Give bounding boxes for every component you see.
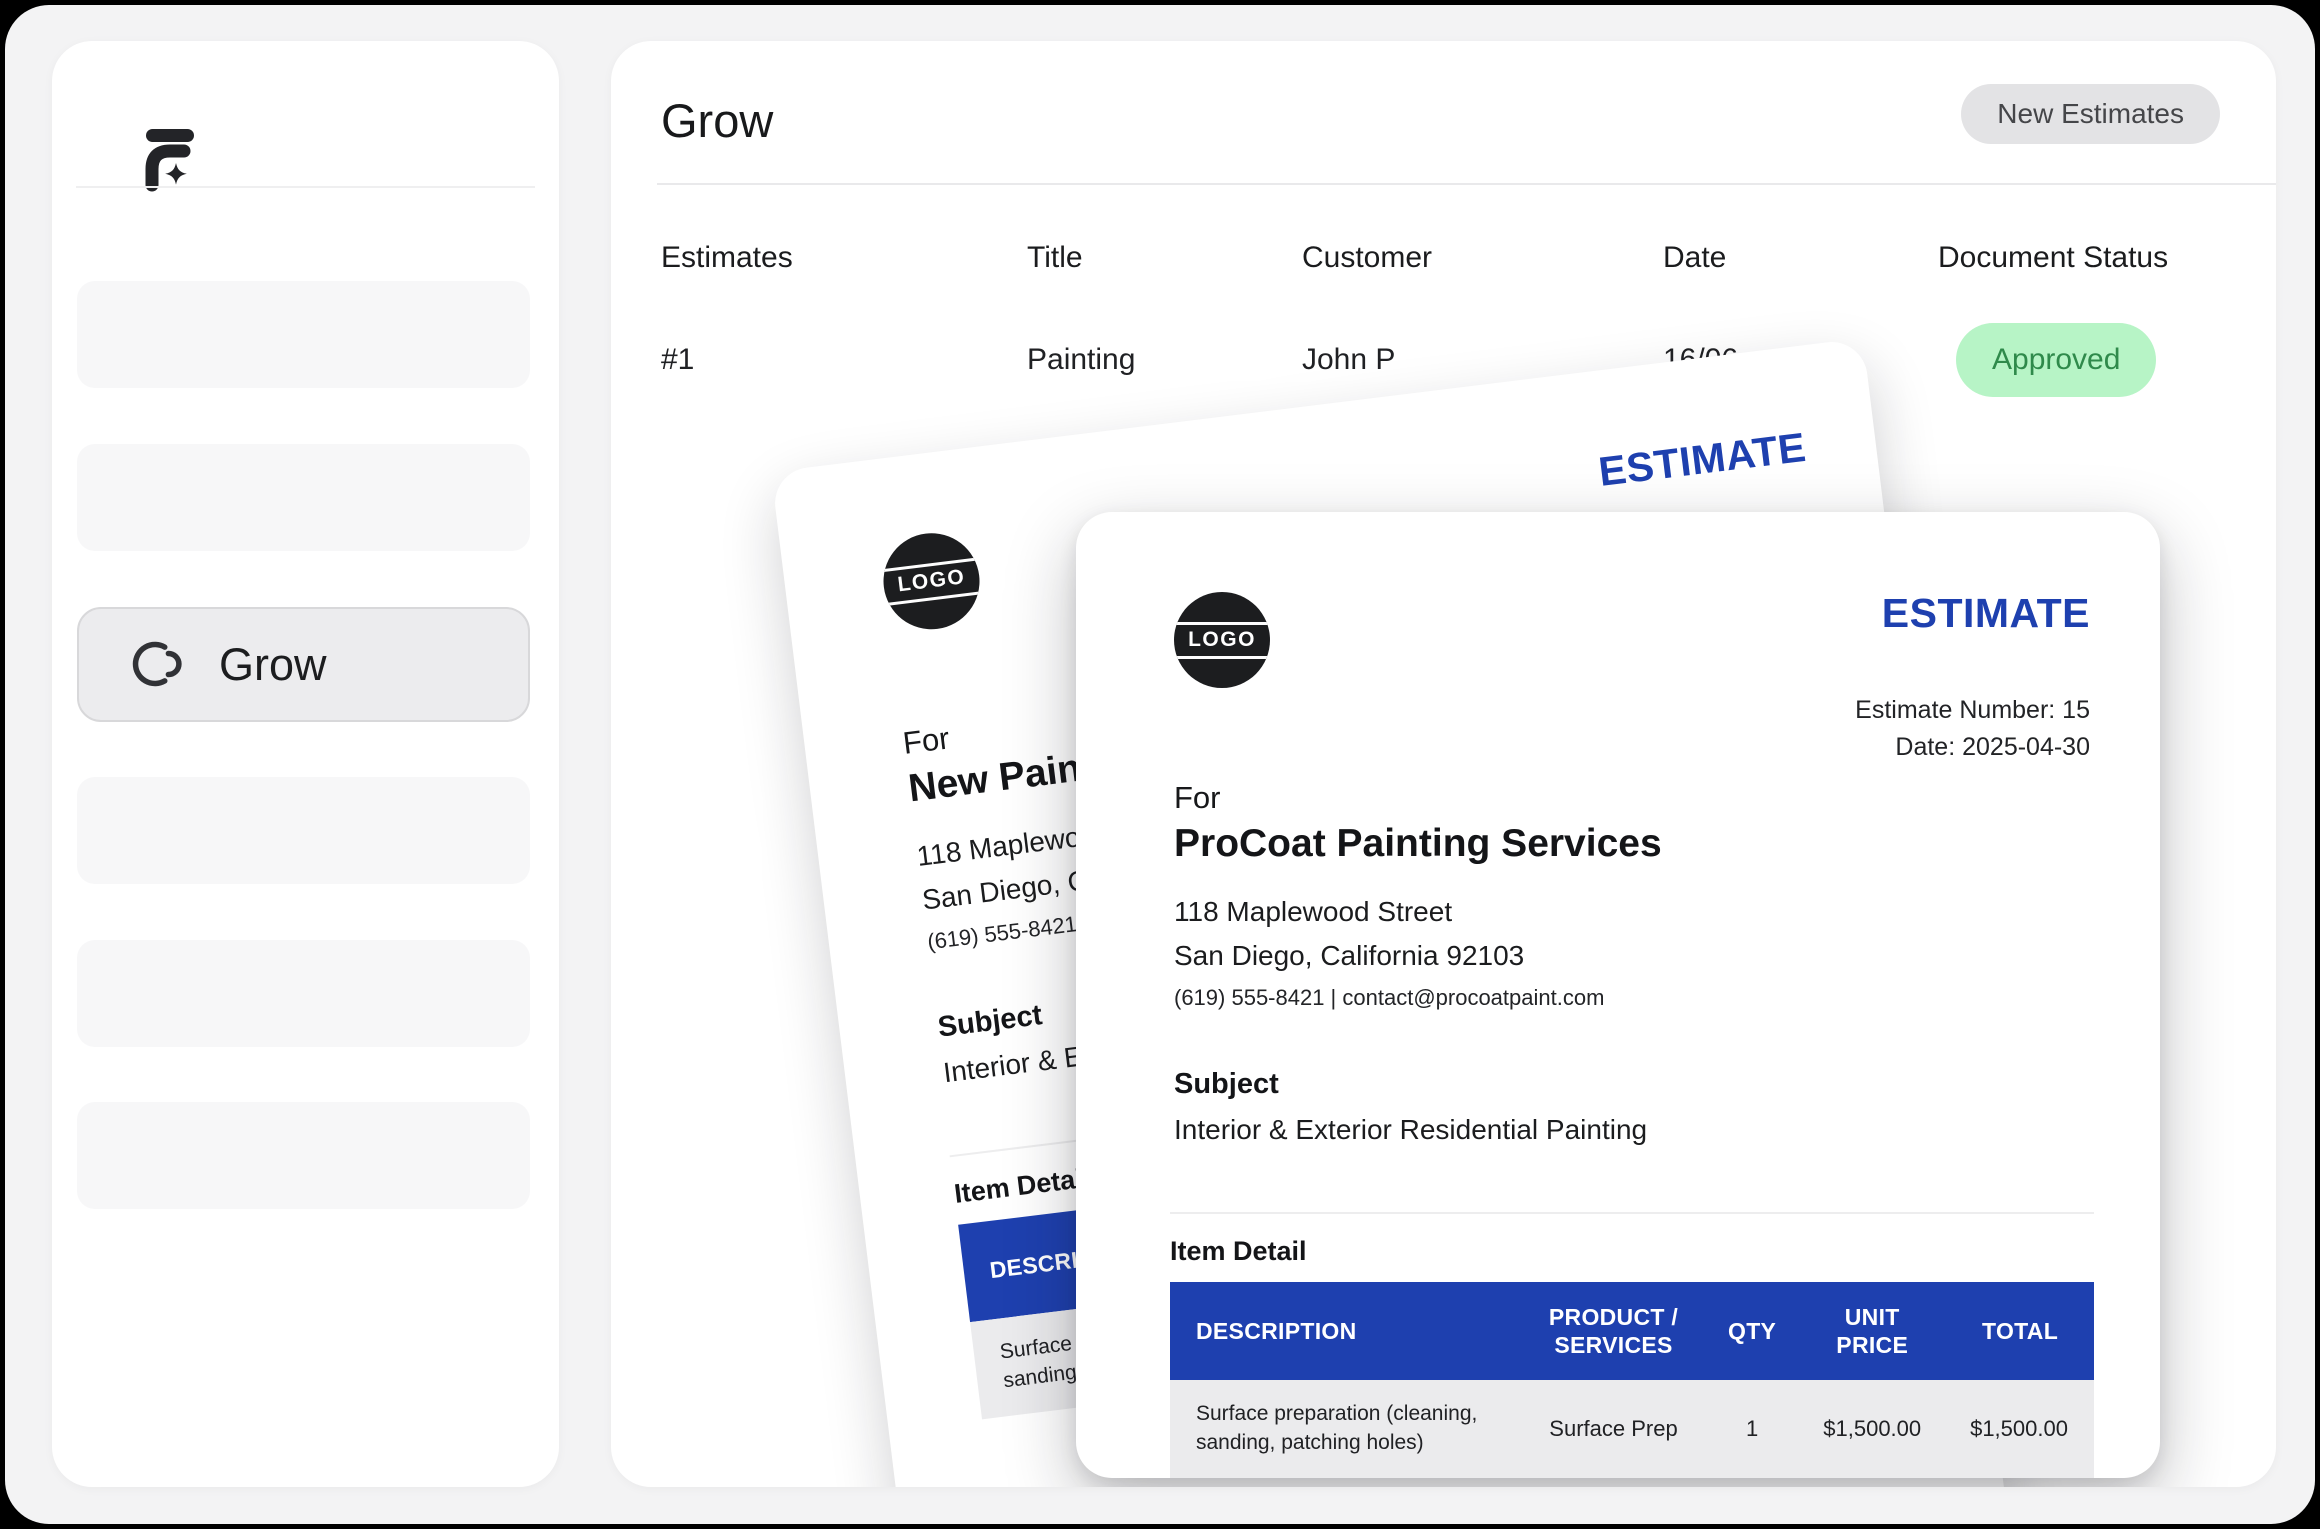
estimate-status-cell: Approved bbox=[1938, 321, 2276, 399]
for-label: For bbox=[1174, 780, 1221, 815]
subject-label: Subject bbox=[936, 999, 1044, 1044]
estimate-date: Date: 2025-04-30 bbox=[1895, 733, 2090, 761]
estimate-meta: Estimate Number: 15 Date: 2025-04-30 bbox=[1855, 692, 2090, 766]
sidebar-item-grow[interactable]: Grow bbox=[77, 607, 530, 722]
item-detail-label: Item Detail bbox=[1170, 1236, 1307, 1266]
estimate-customer-cell: John P bbox=[1302, 343, 1396, 376]
estimate-document-front: LOGO ESTIMATE Estimate Number: 15 Date: … bbox=[1076, 512, 2160, 1478]
sidebar-divider bbox=[76, 186, 535, 188]
estimate-title-cell: Painting bbox=[1027, 343, 1136, 376]
address-line2: San Diego, California 92103 bbox=[1174, 940, 1525, 971]
subject-label: Subject bbox=[1174, 1068, 1279, 1100]
f-sparkle-logo-icon bbox=[145, 129, 194, 192]
item-detail-label: Item Detail bbox=[952, 1162, 1092, 1209]
sidebar-placeholder-item bbox=[77, 444, 530, 551]
estimate-row[interactable]: #1 Painting John P 16/06 Approved bbox=[611, 321, 2276, 399]
sidebar: Grow bbox=[52, 41, 559, 1487]
column-date: Date bbox=[1663, 241, 1727, 274]
contact-line: (619) 555-8421 | contact@procoatpaint.co… bbox=[1174, 985, 1605, 1010]
grow-ring-icon bbox=[132, 641, 182, 687]
app-canvas: Grow Grow New Estimates Estimates Title … bbox=[5, 5, 2315, 1524]
company-logo-badge: LOGO bbox=[878, 527, 986, 635]
estimate-doc-title: ESTIMATE bbox=[1596, 423, 1809, 495]
doc-divider bbox=[1170, 1212, 2094, 1214]
sidebar-placeholder-item bbox=[77, 1102, 530, 1209]
column-customer: Customer bbox=[1302, 241, 1433, 274]
subject-text: Interior & Exterior Residential Painting bbox=[1174, 1114, 1648, 1145]
sidebar-item-grow-label: Grow bbox=[219, 639, 327, 690]
main-panel: Grow New Estimates Estimates Title Custo… bbox=[611, 41, 2276, 1487]
sidebar-placeholder-item bbox=[77, 281, 530, 388]
address-line1: 118 Maplewood Street bbox=[1174, 896, 1453, 927]
estimate-number-cell: #1 bbox=[661, 343, 695, 376]
sidebar-placeholder-item bbox=[77, 777, 530, 884]
header-divider bbox=[657, 183, 2276, 185]
new-estimates-button[interactable]: New Estimates bbox=[1961, 84, 2220, 144]
sidebar-placeholder-item bbox=[77, 940, 530, 1047]
item-table-header: DESCRIPTION PRODUCT / SERVICES QTY UNIT … bbox=[1170, 1282, 2094, 1380]
logo-text: LOGO bbox=[1188, 628, 1256, 651]
company-logo-badge: LOGO bbox=[1174, 592, 1270, 688]
estimate-number: Estimate Number: 15 bbox=[1855, 696, 2090, 724]
column-title: Title bbox=[1027, 241, 1083, 274]
status-badge-approved: Approved bbox=[1956, 323, 2157, 397]
for-label: For bbox=[900, 720, 952, 761]
item-table-row: Surface preparation (cleaning, sanding, … bbox=[1170, 1380, 2094, 1478]
estimates-table-header: Estimates Title Customer Date Document S… bbox=[611, 241, 2276, 275]
contact-line: (619) 555-8421 bbox=[925, 911, 1079, 955]
page-title: Grow bbox=[661, 94, 774, 147]
item-table: DESCRIPTION PRODUCT / SERVICES QTY UNIT … bbox=[1170, 1282, 2094, 1478]
estimate-doc-title: ESTIMATE bbox=[1881, 590, 2090, 636]
company-name: ProCoat Painting Services bbox=[1174, 822, 1662, 865]
column-estimates: Estimates bbox=[661, 241, 793, 274]
column-document-status: Document Status bbox=[1938, 241, 2169, 274]
